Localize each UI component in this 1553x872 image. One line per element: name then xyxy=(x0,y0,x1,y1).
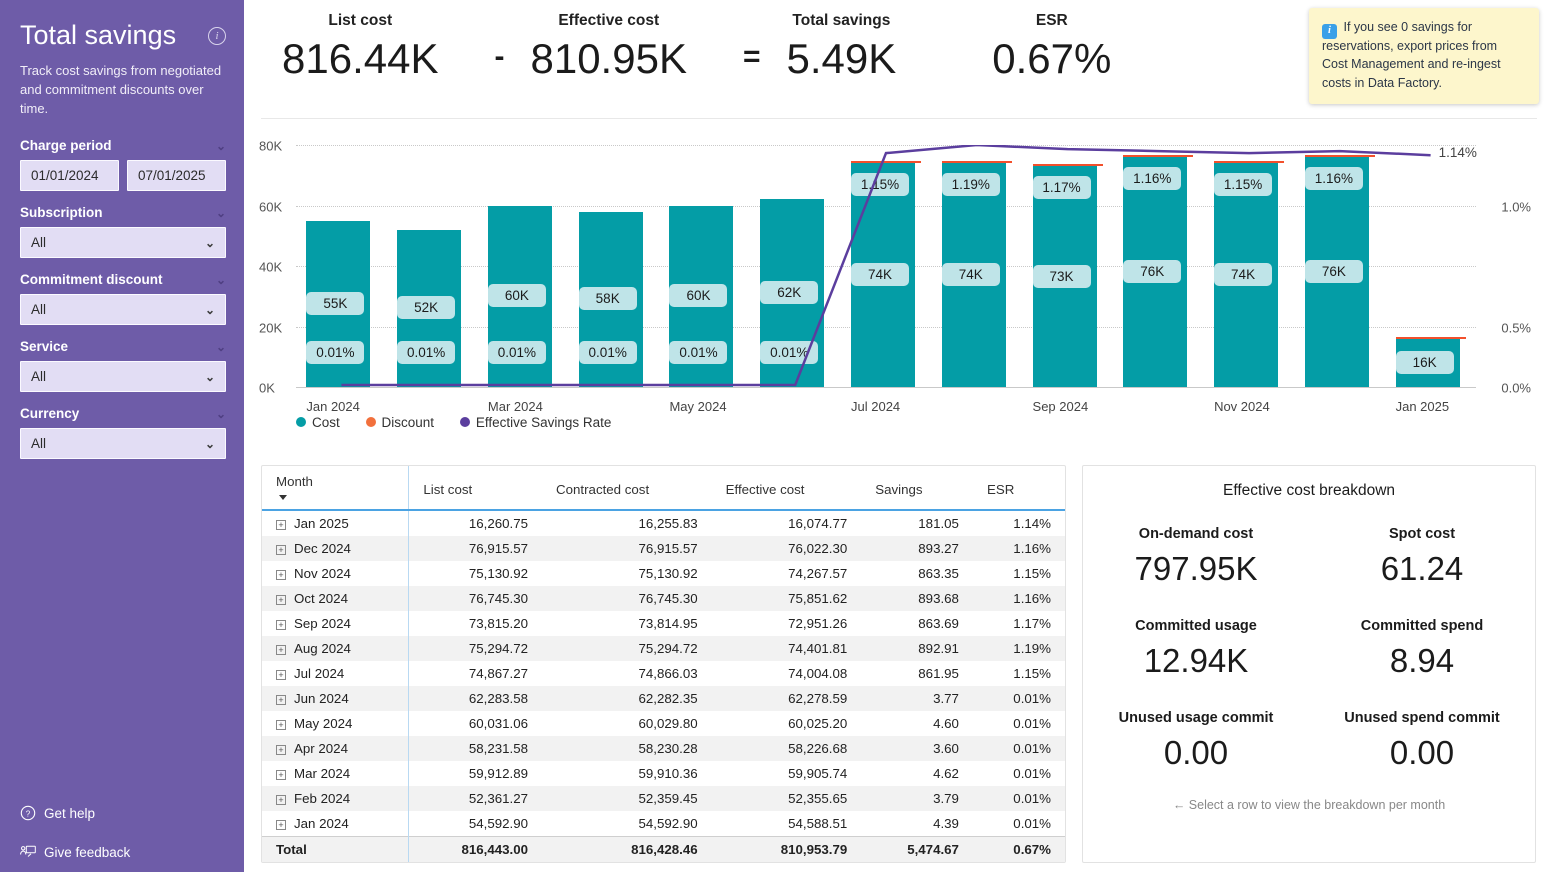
svg-text:?: ? xyxy=(26,809,31,818)
